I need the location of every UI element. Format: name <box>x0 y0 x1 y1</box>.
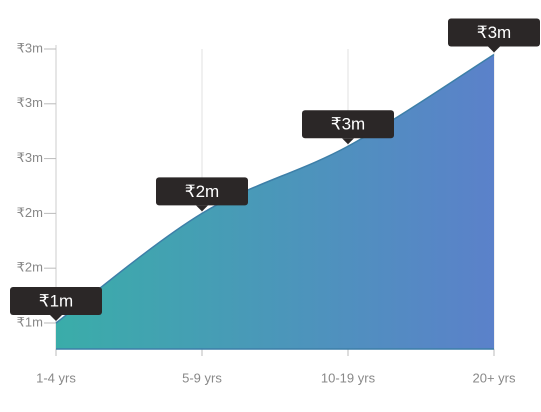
data-label: ₹2m <box>185 182 219 201</box>
tooltip-arrow <box>342 138 354 145</box>
x-tick-label: 5-9 yrs <box>182 370 222 385</box>
y-tick-label: ₹2m <box>17 205 43 220</box>
y-tick-label: ₹3m <box>17 95 43 110</box>
tooltip-box <box>448 18 540 47</box>
tooltip-box <box>156 177 248 206</box>
y-tick-label: ₹2m <box>17 260 43 275</box>
y-tick-label: ₹3m <box>17 40 43 55</box>
tooltip: ₹1m <box>10 286 102 321</box>
tooltip: ₹3m <box>302 110 394 145</box>
y-tick-label: ₹1m <box>17 314 43 329</box>
data-label: ₹1m <box>39 291 73 310</box>
tooltip-arrow <box>196 205 208 212</box>
data-label: ₹3m <box>331 115 365 134</box>
x-tick-label: 20+ yrs <box>473 370 516 385</box>
area-line <box>55 53 495 324</box>
x-tick-label: 1-4 yrs <box>36 370 76 385</box>
tooltip-arrow <box>488 46 500 53</box>
tooltip: ₹3m <box>448 18 540 53</box>
data-label: ₹3m <box>477 23 511 42</box>
tooltip-box <box>10 286 102 315</box>
tooltip-arrow <box>50 314 62 321</box>
area <box>56 54 494 349</box>
y-tick-label: ₹3m <box>17 150 43 165</box>
tooltip-box <box>302 110 394 139</box>
x-tick-label: 10-19 yrs <box>321 370 376 385</box>
tooltip: ₹2m <box>156 177 248 212</box>
